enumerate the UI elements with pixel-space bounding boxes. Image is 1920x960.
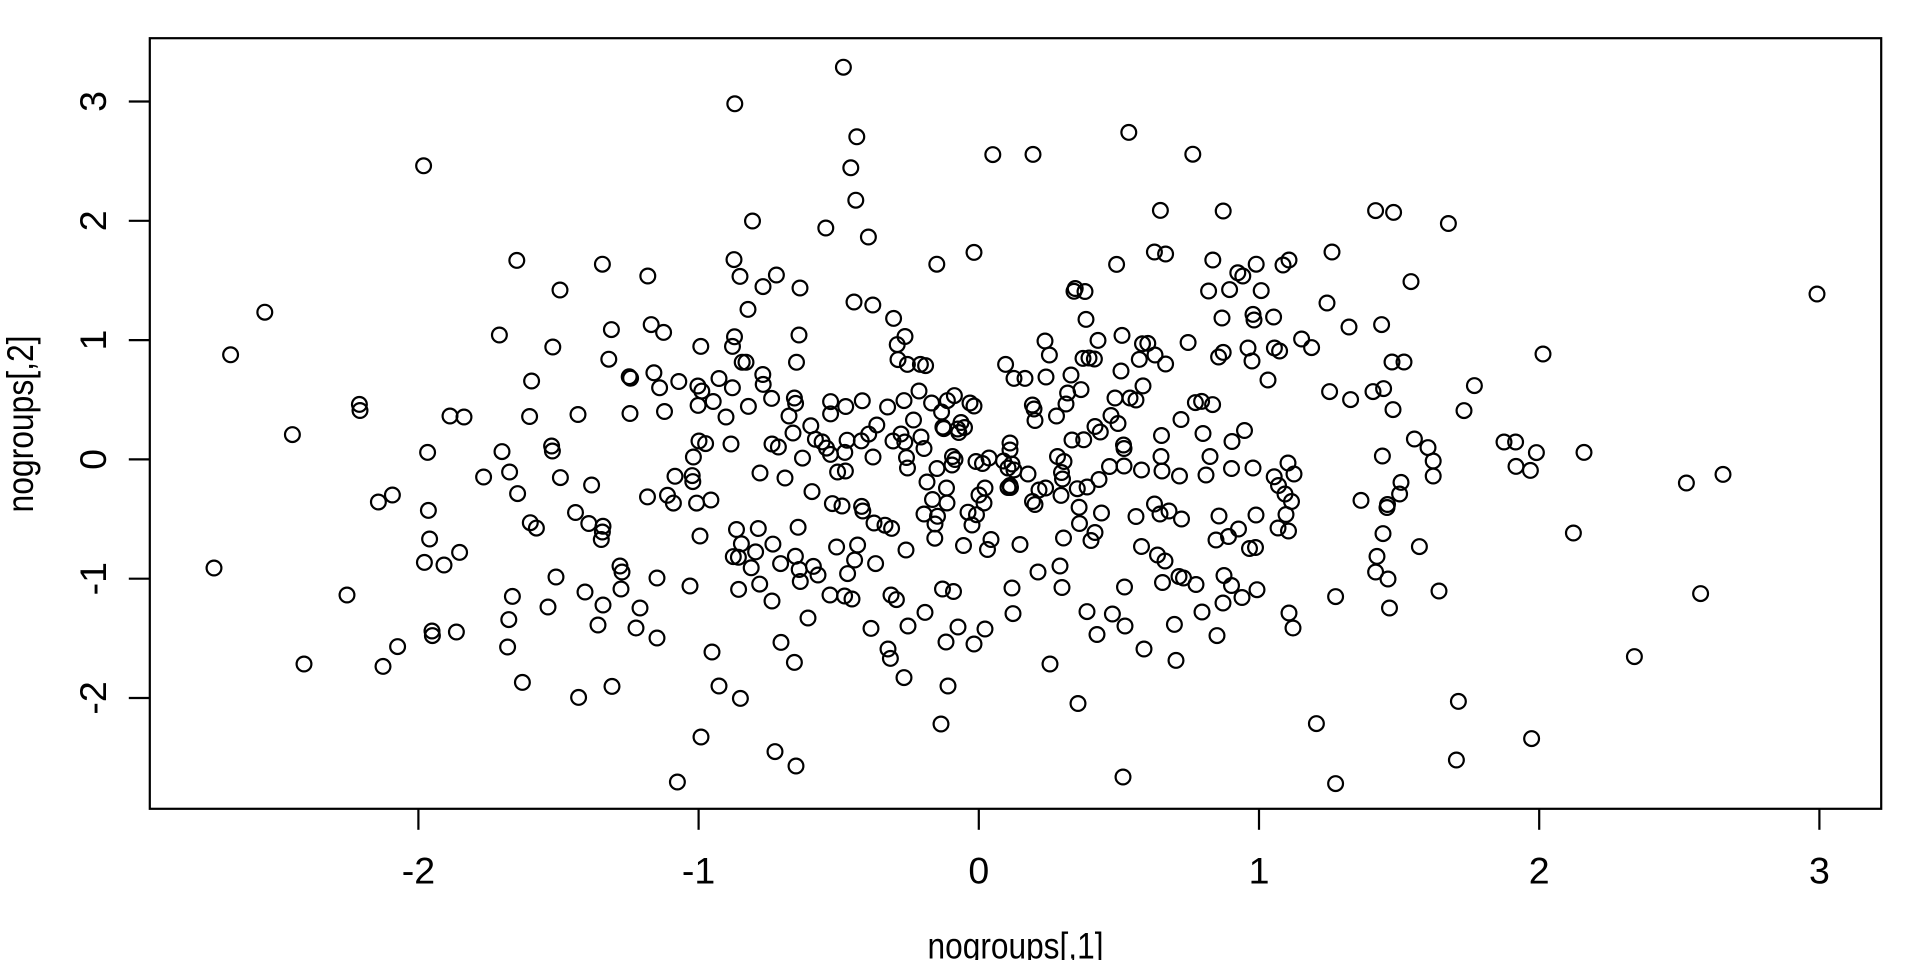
svg-text:0: 0 [968, 850, 989, 892]
svg-text:-2: -2 [72, 681, 114, 714]
svg-text:3: 3 [1809, 850, 1830, 892]
svg-text:-1: -1 [682, 850, 715, 892]
svg-text:3: 3 [72, 91, 114, 112]
svg-text:2: 2 [72, 210, 114, 231]
svg-text:-1: -1 [72, 562, 114, 595]
svg-text:0: 0 [72, 449, 114, 470]
svg-text:-2: -2 [402, 850, 435, 892]
svg-text:2: 2 [1529, 850, 1550, 892]
svg-text:1: 1 [72, 330, 114, 351]
svg-text:nogroups[,2]: nogroups[,2] [0, 336, 41, 513]
svg-text:nogroups[,1]: nogroups[,1] [928, 925, 1104, 960]
svg-text:1: 1 [1249, 850, 1270, 892]
